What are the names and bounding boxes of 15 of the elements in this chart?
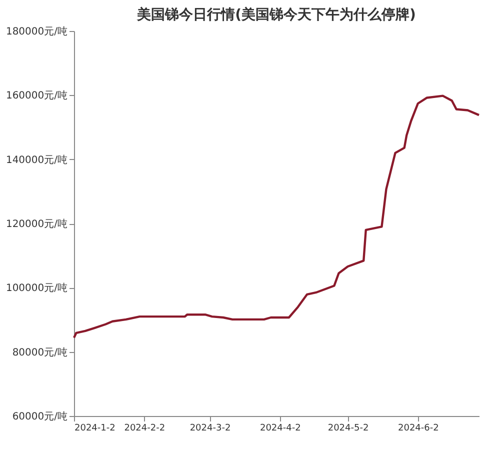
y-tick-label: 160000元/吨 <box>6 90 68 102</box>
y-tick-label: 180000元/吨 <box>6 26 68 38</box>
y-tick-label: 140000元/吨 <box>6 154 68 166</box>
x-tick-label: 2024-5-2 <box>328 424 369 434</box>
y-tick-label: 60000元/吨 <box>12 410 68 422</box>
chart-title: 美国锑今日行情(美国锑今天下午为什么停牌) <box>136 6 416 23</box>
x-tick-label: 2024-1-2 <box>74 424 116 434</box>
y-tick-label: 80000元/吨 <box>12 346 68 358</box>
y-tick-label: 120000元/吨 <box>6 218 68 230</box>
x-tick-label: 2024-4-2 <box>260 424 301 434</box>
line-series <box>72 94 480 339</box>
y-tick-label: 100000元/吨 <box>6 282 68 294</box>
x-tick-label: 2024-2-2 <box>124 424 166 434</box>
x-tick-label: 2024-3-2 <box>190 424 231 434</box>
x-tick-label: 2024-6-2 <box>398 424 439 434</box>
